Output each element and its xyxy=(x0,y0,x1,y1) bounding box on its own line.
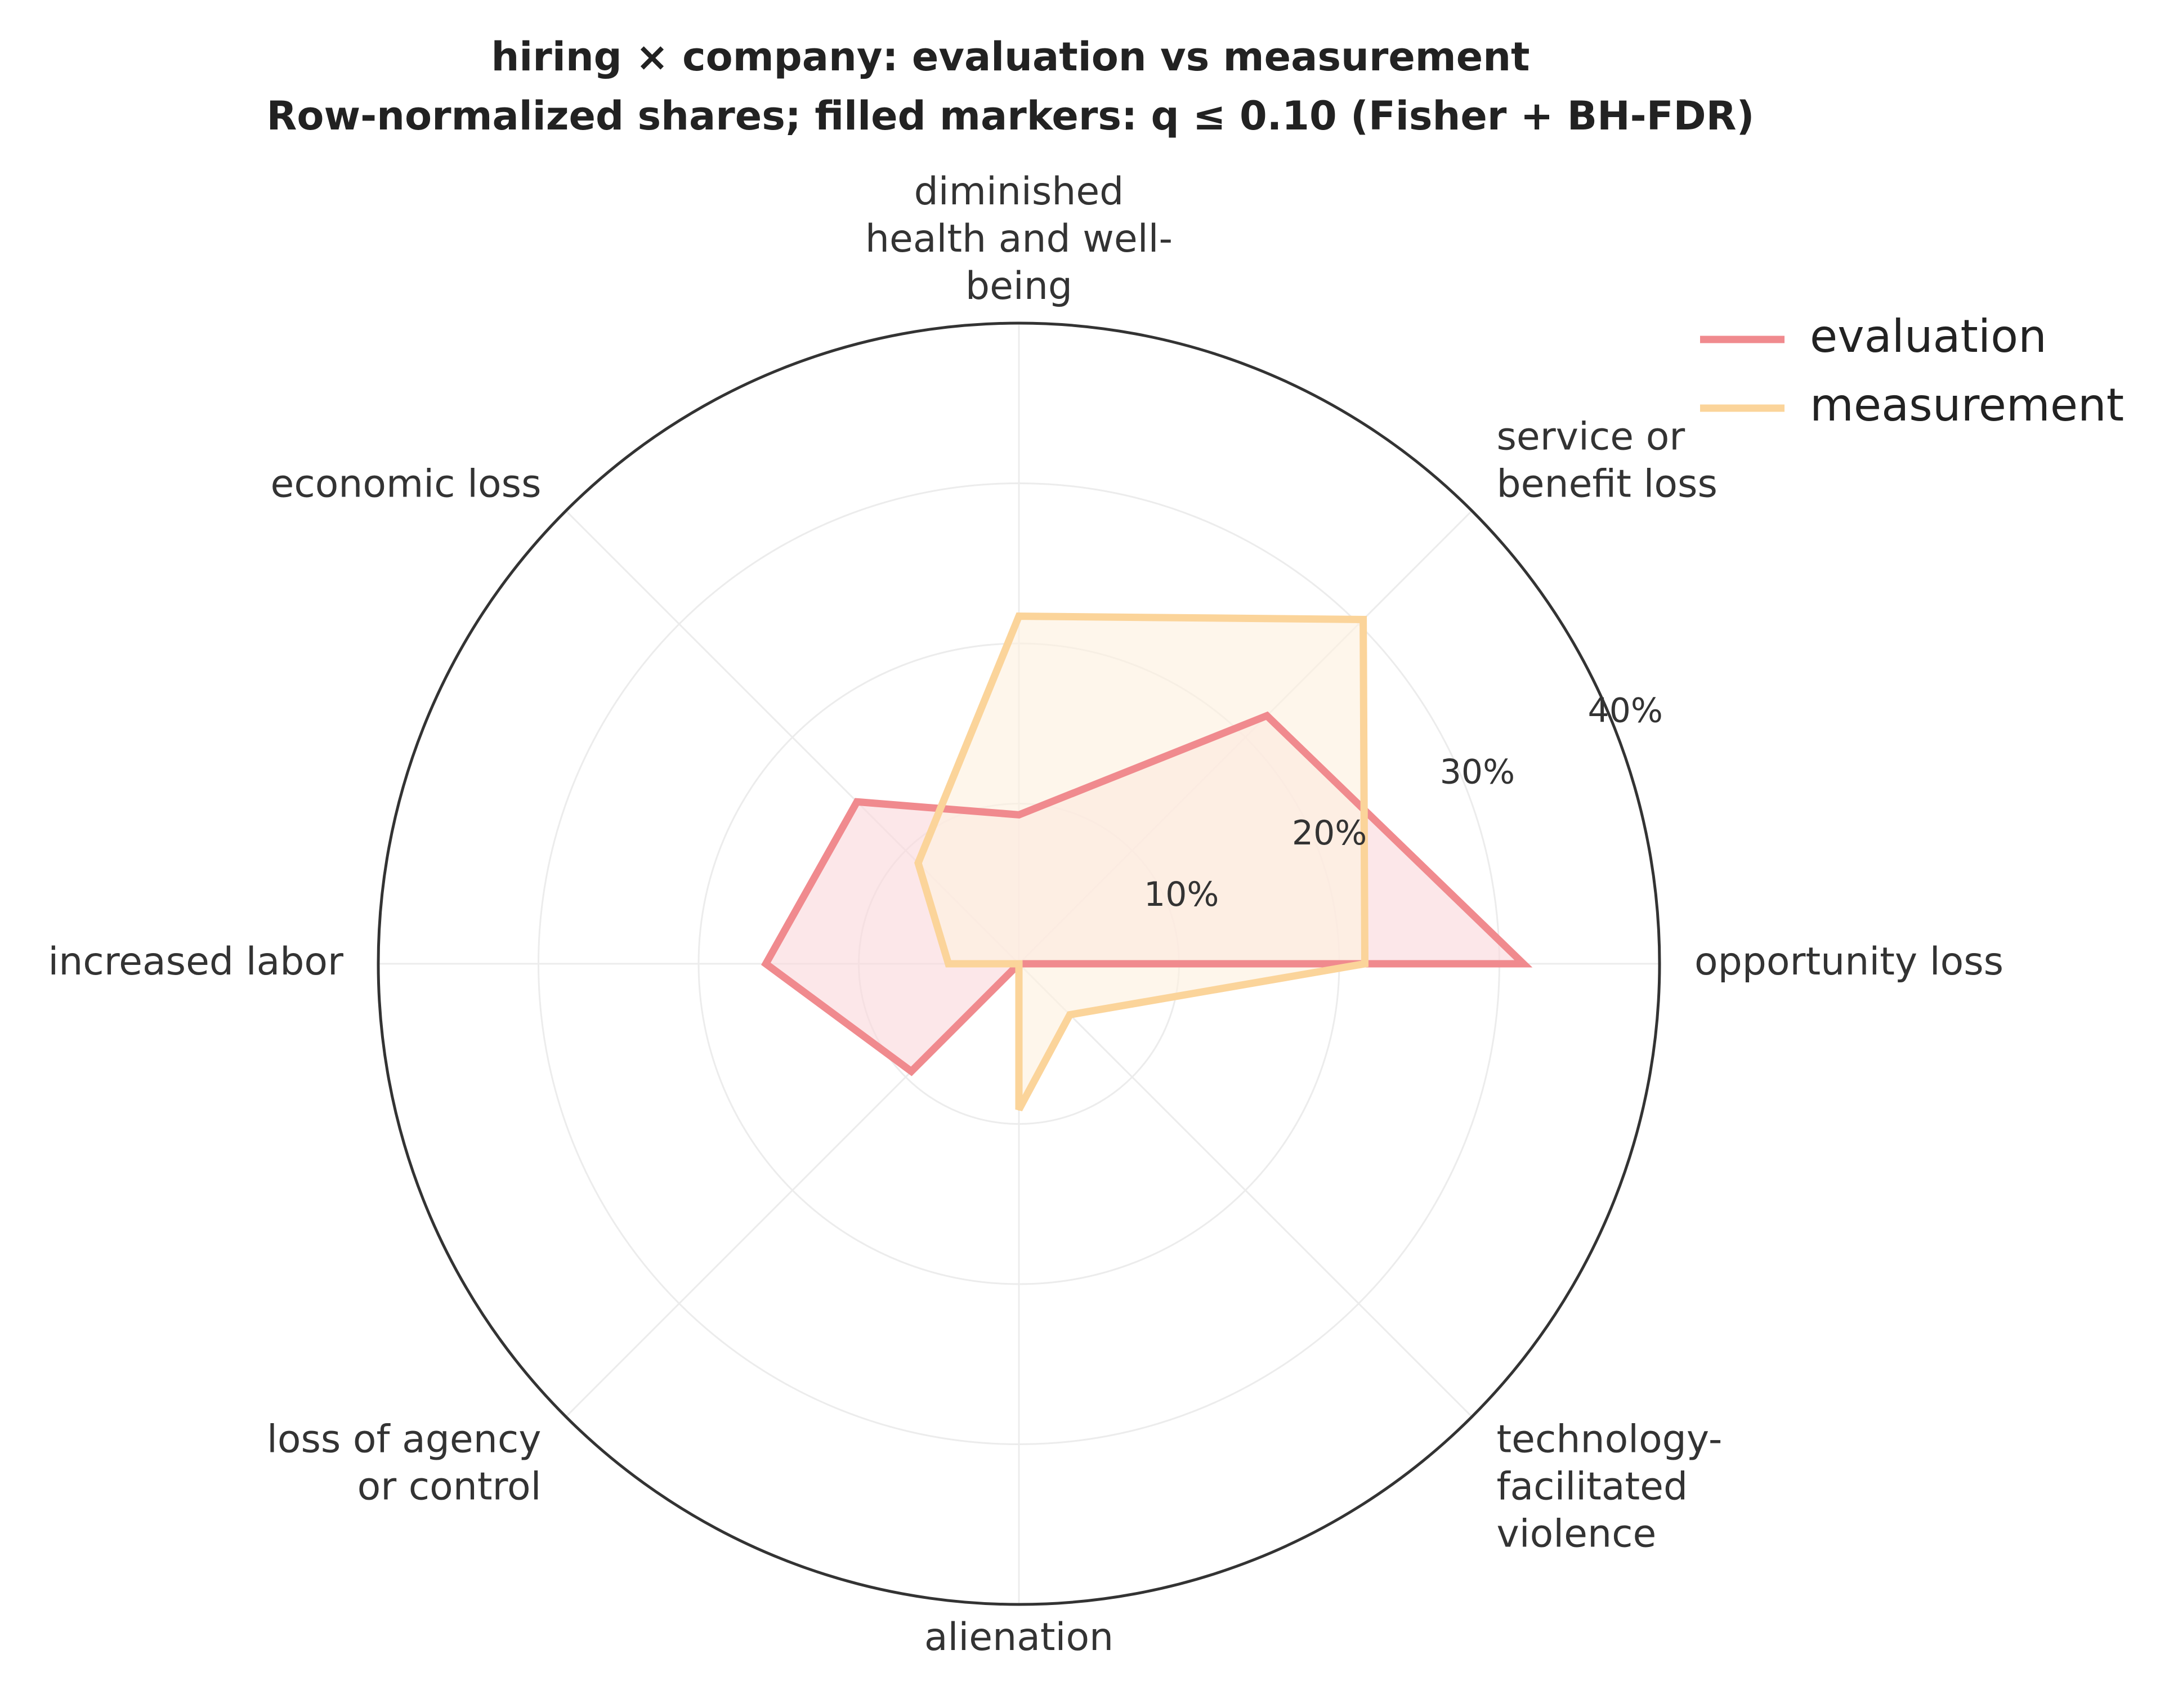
category-label-line: violence xyxy=(1497,1512,1657,1556)
legend-label-1: measurement xyxy=(1810,379,2124,431)
category-label-7: technology-facilitated violence xyxy=(1497,1417,1723,1556)
category-label-line: economic loss xyxy=(270,462,541,506)
category-label-line: diminished xyxy=(914,169,1124,214)
category-label-0: opportunity loss xyxy=(1694,940,2003,984)
category-label-1: service or benefit loss xyxy=(1497,414,1718,506)
tick-label-20: 20% xyxy=(1292,813,1367,853)
grid-spoke-7 xyxy=(1018,963,1473,1418)
series-point-1-1 xyxy=(1362,618,1365,621)
category-label-line: increased labor xyxy=(48,940,343,984)
category-label-line: health and well- xyxy=(865,217,1173,261)
series-point-0-3 xyxy=(856,801,858,803)
category-label-4: increased labor xyxy=(48,940,343,984)
tick-label-40: 40% xyxy=(1588,691,1663,730)
category-label-line: alienation xyxy=(924,1615,1113,1660)
series-point-1-6 xyxy=(1018,1108,1020,1111)
category-label-line: benefit loss xyxy=(1497,462,1718,506)
radial-tick-labels: 10% 20% 30% 40% xyxy=(1144,691,1663,914)
series-point-1-7 xyxy=(1068,1013,1071,1016)
category-label-5: loss of agency or control xyxy=(267,1417,542,1509)
series-point-0-4 xyxy=(764,963,767,965)
series-point-0-5 xyxy=(910,1070,913,1073)
series-point-1-4 xyxy=(947,963,950,965)
series-point-1-5 xyxy=(1018,963,1020,965)
category-label-2: diminished health and well-being xyxy=(865,169,1173,308)
series-point-1-0 xyxy=(1363,963,1366,965)
series-point-0-0 xyxy=(1522,963,1525,965)
series-point-1-2 xyxy=(1018,615,1020,618)
category-label-line: being xyxy=(965,264,1072,308)
category-labels: opportunity loss service or benefit loss di… xyxy=(48,169,2003,1660)
category-label-line: or control xyxy=(357,1464,542,1509)
legend-label-0: evaluation xyxy=(1810,310,2047,363)
chart-subtitle: Row-normalized shares; filled markers: q… xyxy=(266,93,1754,139)
outer-circle xyxy=(377,321,1661,1606)
category-label-3: economic loss xyxy=(270,462,541,506)
category-label-line: service or xyxy=(1497,414,1685,459)
tick-label-10: 10% xyxy=(1144,875,1219,914)
legend: evaluation measurement xyxy=(1700,310,2124,431)
series-point-1-3 xyxy=(917,862,919,864)
series-area-1 xyxy=(918,616,1365,1110)
radar-outer-frame xyxy=(377,321,1661,1606)
category-label-line: opportunity loss xyxy=(1694,940,2003,984)
series-line-0 xyxy=(761,711,1533,1076)
radar-series xyxy=(761,612,1533,1111)
tick-label-30: 30% xyxy=(1440,752,1515,792)
series-point-0-2 xyxy=(1018,813,1020,816)
category-label-line: technology- xyxy=(1497,1417,1723,1461)
chart-title: hiring × company: evaluation vs measurem… xyxy=(491,34,1529,80)
category-label-line: facilitated xyxy=(1497,1464,1688,1509)
category-label-6: alienation xyxy=(924,1615,1113,1660)
series-point-0-1 xyxy=(1265,714,1268,717)
category-label-line: loss of agency xyxy=(267,1417,542,1461)
